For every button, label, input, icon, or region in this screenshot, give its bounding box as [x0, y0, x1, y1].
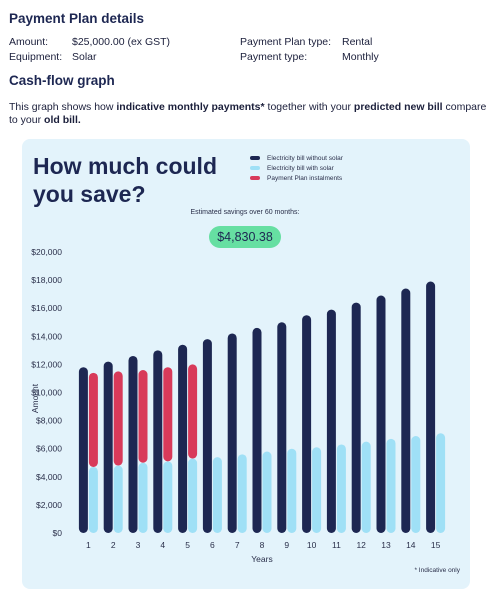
bar-with-solar	[386, 438, 396, 533]
chart-legend: Electricity bill without solar Electrici…	[250, 153, 343, 183]
intro-text-2: together with your	[264, 101, 354, 113]
y-tick-label: $14,000	[31, 331, 62, 341]
intro-bold-1: indicative monthly payments*	[116, 101, 265, 113]
y-tick-label: $20,000	[31, 247, 62, 257]
bar-without-solar	[202, 339, 212, 533]
y-tick-label: $6,000	[36, 444, 62, 454]
bar-without-solar	[252, 327, 262, 533]
intro-bold-3: old bill.	[44, 114, 81, 126]
x-tick-label: 14	[406, 540, 416, 550]
payment-type-label: Payment type:	[240, 51, 308, 63]
y-tick-label: $4,000	[36, 472, 62, 482]
bar-without-solar	[302, 315, 312, 533]
bar-with-solar	[312, 447, 322, 533]
bar-with-solar	[188, 458, 198, 533]
legend-swatch-with-solar	[250, 166, 260, 170]
x-tick-label: 10	[307, 540, 317, 550]
bar-with-solar	[237, 454, 247, 533]
plan-type-value: Rental	[342, 36, 373, 48]
bar-with-solar	[163, 461, 173, 533]
x-tick-label: 2	[111, 540, 116, 550]
x-tick-label: 3	[136, 540, 141, 550]
bar-without-solar	[103, 361, 113, 533]
savings-label: Estimated savings over 60 months:	[190, 209, 300, 216]
bar-without-solar	[376, 295, 386, 533]
cashflow-graph-title: Cash-flow graph	[9, 73, 115, 88]
bar-with-solar	[113, 465, 123, 533]
bar-instalment	[138, 370, 148, 463]
bar-without-solar	[401, 288, 411, 533]
bar-without-solar	[426, 281, 436, 533]
x-tick-label: 13	[381, 540, 391, 550]
bar-instalment	[113, 371, 123, 466]
intro-text-1: This graph shows how	[9, 101, 117, 113]
x-tick-label: 7	[235, 540, 240, 550]
legend-label-with-solar: Electricity bill with solar	[267, 164, 334, 172]
bar-instalment	[188, 364, 198, 459]
bar-without-solar	[227, 333, 237, 533]
amount-value: $25,000.00 (ex GST)	[72, 36, 171, 48]
bar-without-solar	[178, 344, 188, 533]
bar-instalment	[88, 372, 98, 467]
bar-without-solar	[128, 355, 138, 533]
bar-with-solar	[212, 457, 222, 533]
bar-without-solar	[277, 322, 287, 533]
bar-with-solar	[361, 441, 371, 533]
intro-text-3: compare to your	[9, 101, 487, 126]
bar-without-solar	[351, 302, 361, 533]
x-tick-label: 1	[86, 540, 91, 550]
x-tick-label: 9	[284, 540, 289, 550]
y-axis-title: Amount	[30, 383, 40, 413]
x-tick-label: 4	[160, 540, 165, 550]
legend-item-without-solar: Electricity bill without solar	[250, 153, 343, 163]
y-tick-label: $18,000	[31, 275, 62, 285]
bar-without-solar	[78, 367, 88, 533]
bar-without-solar	[326, 309, 336, 533]
indicative-footnote: * Indicative only	[414, 567, 460, 574]
cashflow-intro: This graph shows how indicative monthly …	[9, 101, 487, 127]
bar-with-solar	[88, 466, 98, 533]
y-tick-label: $0	[53, 528, 63, 538]
intro-bold-2: predicted new bill	[353, 101, 443, 113]
bar-without-solar	[153, 350, 163, 533]
x-tick-label: 12	[356, 540, 366, 550]
legend-swatch-without-solar	[250, 156, 260, 160]
bar-with-solar	[138, 462, 148, 533]
bar-with-solar	[262, 451, 272, 533]
y-tick-label: $12,000	[31, 359, 62, 369]
cashflow-bar-chart: $0 $2,000 $4,000 $6,000 $8,000 $10,000 $12,000…	[30, 247, 446, 564]
savings-headline: How much could you save?	[33, 153, 217, 207]
x-tick-label: 6	[210, 540, 215, 550]
bar-with-solar	[336, 444, 346, 533]
savings-value-badge: $4,830.38	[209, 226, 281, 248]
equipment-value: Solar	[72, 51, 97, 63]
x-tick-label: 11	[332, 540, 341, 550]
payment-plan-details-title: Payment Plan details	[9, 11, 145, 26]
legend-item-instalments: Payment Plan instalments	[250, 173, 343, 183]
bar-with-solar	[411, 436, 421, 533]
amount-label: Amount:	[9, 36, 49, 48]
y-tick-label: $2,000	[36, 500, 62, 510]
bar-with-solar	[436, 433, 446, 533]
bar-with-solar	[287, 448, 297, 533]
legend-label-instalments: Payment Plan instalments	[267, 174, 343, 182]
y-tick-label: $8,000	[36, 416, 62, 426]
y-tick-label: $10,000	[31, 388, 62, 398]
legend-item-with-solar: Electricity bill with solar	[250, 163, 343, 173]
x-tick-label: 15	[431, 540, 441, 550]
plan-type-label: Payment Plan type:	[240, 36, 332, 48]
x-tick-label: 5	[185, 540, 190, 550]
y-tick-label: $16,000	[31, 303, 62, 313]
equipment-label: Equipment:	[9, 51, 63, 63]
legend-swatch-instalments	[250, 176, 260, 180]
payment-type-value: Monthly	[342, 51, 379, 63]
legend-label-without-solar: Electricity bill without solar	[267, 154, 343, 162]
bar-instalment	[163, 367, 173, 462]
x-axis-title: Years	[251, 554, 272, 564]
x-tick-label: 8	[260, 540, 265, 550]
